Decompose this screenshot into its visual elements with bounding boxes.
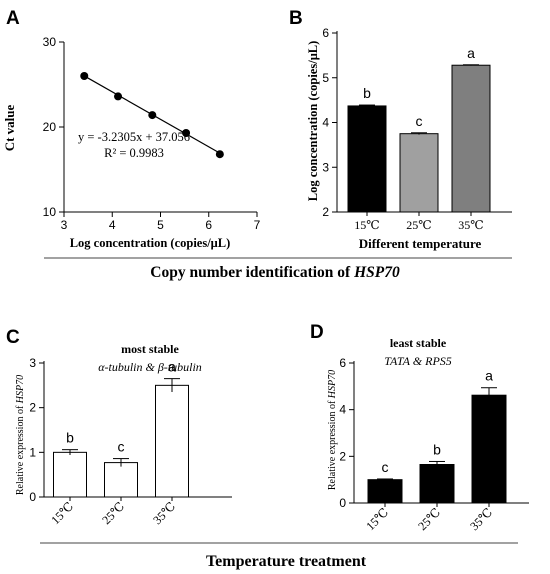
panel-b-bar [347,105,387,213]
panel-b: B Log concentration (copies/μL) Differen… [289,8,512,251]
panel-c-x-tick-label: 35℃ [150,499,178,527]
panel-d-significance-letter: c [382,459,389,475]
panel-c-significance-letter: a [168,359,176,375]
panel-a-y-tick-label: 30 [43,35,57,49]
panel-d-x-tick-label: 25℃ [415,505,443,533]
panel-b-ylabel: Log concentration (copies/μL) [306,41,320,202]
panel-d-y-tick-label: 6 [339,356,346,370]
panel-a-ylabel: Ct value [2,104,17,151]
section-top-title: Copy number identification of HSP70 [150,264,400,281]
panel-d-x-tick-label: 15℃ [363,505,391,533]
panel-b-bar [399,133,439,213]
panel-b-x-tick-label: 15℃ [354,218,379,232]
panel-a-y-tick-label: 10 [43,205,57,219]
panel-a-point [114,92,123,101]
panel-a-equation: y = -3.2305x + 37.056 [78,130,190,144]
panel-a-x-tick-label: 3 [61,218,68,232]
panel-b-significance-letter: c [416,113,423,129]
panel-b-significance-letter: a [467,45,475,61]
panel-b-y-tick-label: 3 [322,160,329,174]
panel-b-bar [451,64,491,213]
panel-b-y-tick-label: 2 [322,205,329,219]
panel-c-bar [53,451,87,498]
panel-c-bar [155,384,189,498]
panel-d-ylabel: Relative expression of HSP70 [327,370,338,490]
panel-b-x-tick-label: 25℃ [406,218,431,232]
panel-a-point [215,150,224,159]
panel-c-y-tick-label: 2 [29,401,36,415]
panel-letter-b: B [289,8,303,29]
panel-c-significance-letter: b [66,430,74,446]
panel-c-y-tick-label: 3 [29,356,36,370]
panel-a-point [80,72,89,80]
panel-a-y-tick-label: 20 [43,120,57,134]
panel-letter-a: A [6,8,20,29]
panel-a-x-tick-label: 7 [254,218,261,232]
panel-d-y-tick-label: 0 [339,496,346,510]
panel-d-y-tick-label: 4 [339,403,346,417]
panel-d-significance-letter: a [485,368,493,384]
panel-c-ylabel: Relative expression of HSP70 [15,375,26,495]
panel-d-significance-letter: b [433,441,441,457]
panel-d: D least stable TATA & RPS5 Relative expr… [310,322,529,533]
panel-c-y-tick-label: 1 [29,445,36,459]
panel-b-xlabel: Different temperature [359,236,482,251]
panel-c-significance-letter: c [118,439,125,455]
section-bottom-title: Temperature treatment [206,553,367,570]
panel-d-bar [471,394,507,504]
panel-b-significance-letter: b [363,85,371,101]
panel-c-x-tick-label: 15℃ [48,499,76,527]
panel-b-y-tick-label: 5 [322,71,329,85]
panel-a-x-tick-label: 4 [109,218,116,232]
panel-a-r2: R² = 0.9983 [104,146,164,160]
panel-c-subtitle: α-tubulin & β-tubulin [98,360,202,374]
panel-b-y-tick-label: 4 [322,116,329,130]
panel-a-x-tick-label: 6 [205,218,212,232]
panel-c: C most stable α-tubulin & β-tubulin Rela… [6,327,232,527]
panel-a-point [148,111,157,120]
panel-d-bar [419,464,455,504]
panel-letter-d: D [310,322,324,343]
panel-a-xlabel: Log concentration (copies/μL) [70,236,231,250]
panel-c-title: most stable [121,342,179,356]
panel-a: A Ct value Log concentration (copies/μL)… [2,8,261,250]
panel-letter-c: C [6,327,20,348]
panel-d-title: least stable [390,336,447,350]
panel-d-y-tick-label: 2 [339,449,346,463]
panel-d-subtitle: TATA & RPS5 [384,354,452,368]
panel-d-bar [367,479,403,504]
panel-c-bar [104,462,138,498]
panel-a-point [182,128,191,137]
panel-b-x-tick-label: 35℃ [458,218,483,232]
panel-b-y-tick-label: 6 [322,26,329,40]
panel-a-x-tick-label: 5 [157,218,164,232]
panel-c-x-tick-label: 25℃ [99,499,127,527]
panel-c-y-tick-label: 0 [29,490,36,504]
panel-d-x-tick-label: 35℃ [467,505,495,533]
